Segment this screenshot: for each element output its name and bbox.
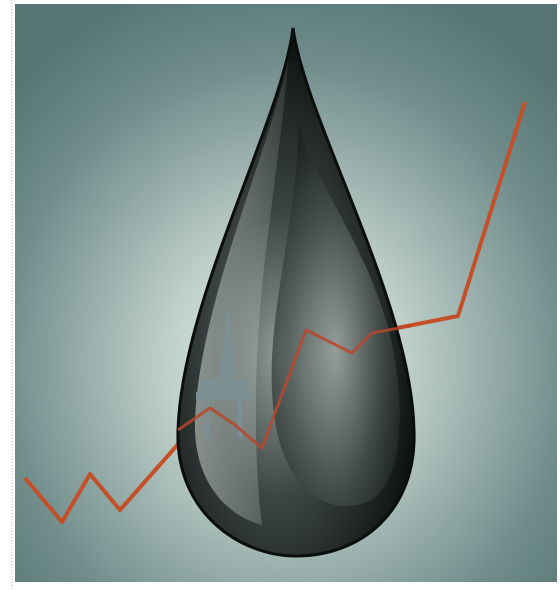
price-line-through-drop [177, 324, 411, 450]
drop-reflection [194, 60, 288, 525]
drop-inner [271, 120, 400, 507]
oil-rig [196, 312, 252, 438]
